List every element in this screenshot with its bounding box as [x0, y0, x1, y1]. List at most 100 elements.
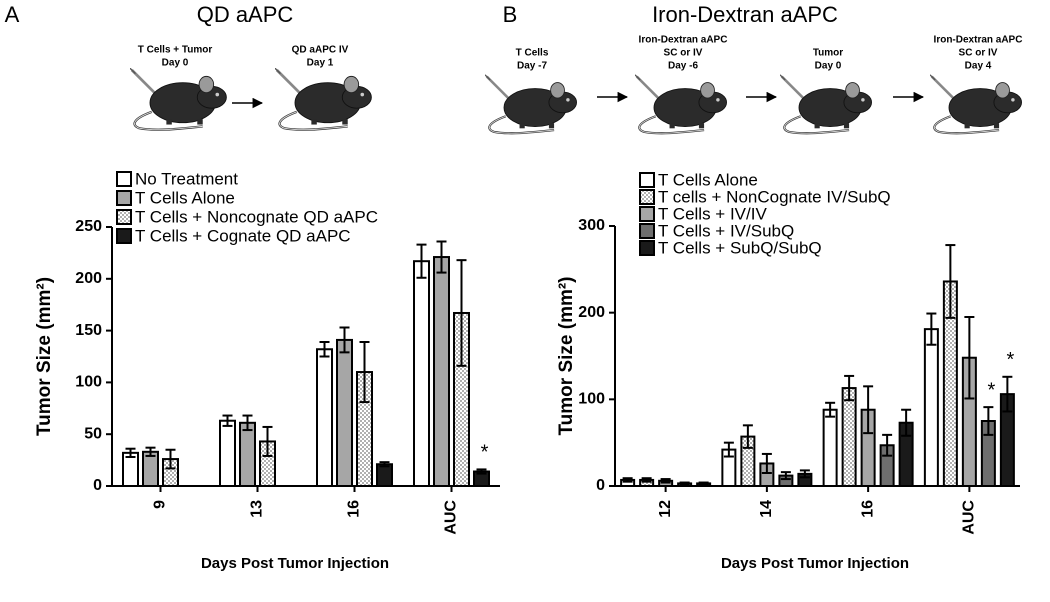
legend-label: T Cells Alone	[658, 170, 758, 189]
error-bar	[339, 326, 350, 354]
chart-title: QD aAPC	[197, 2, 294, 27]
y-tick-label: 100	[75, 374, 102, 391]
legend-label: T Cells + Noncognate QD aAPC	[135, 207, 378, 226]
legend-label: T Cells + SubQ/SubQ	[658, 238, 822, 257]
legend-swatch	[639, 172, 655, 188]
error-bar	[416, 243, 427, 279]
y-tick-label: 300	[578, 217, 605, 234]
y-tick-label: 200	[578, 304, 605, 321]
legend-label: T Cells + IV/IV	[658, 204, 767, 223]
error-bar	[825, 401, 836, 418]
legend-label: T cells + NonCognate IV/SubQ	[658, 187, 891, 206]
y-tick-label: 250	[75, 218, 102, 235]
mouse-icon	[130, 68, 228, 132]
schematic-label: SC or IV	[959, 48, 998, 59]
error-bar	[262, 425, 273, 457]
bar	[841, 387, 857, 488]
x-tick-label: 16	[859, 500, 876, 518]
x-tick-label: 14	[758, 500, 775, 518]
mouse-icon	[930, 74, 1023, 135]
schematic-a	[130, 68, 373, 132]
error-bar	[983, 406, 994, 436]
legend-swatch	[116, 171, 132, 187]
chart-title: Iron-Dextran aAPC	[652, 2, 838, 27]
x-tick-label: AUC	[961, 500, 978, 535]
significance-marker: *	[987, 379, 995, 401]
legend-swatch	[639, 206, 655, 222]
error-bar	[964, 316, 975, 400]
x-tick-label: 16	[346, 500, 363, 518]
mouse-icon	[485, 74, 578, 135]
legend-swatch	[639, 240, 655, 256]
legend-swatch	[639, 189, 655, 205]
error-bar	[660, 478, 671, 484]
y-axis-label: Tumor Size (mm²)	[556, 276, 577, 435]
bar	[336, 338, 353, 488]
bar	[822, 408, 838, 488]
schematic-label: T Cells	[516, 48, 549, 59]
legend-swatch	[116, 190, 132, 206]
error-bar	[679, 481, 690, 486]
bar	[433, 256, 450, 487]
y-tick-label: 200	[75, 270, 102, 287]
error-bar	[761, 452, 772, 474]
schematic-label: Iron-Dextran aAPC	[639, 35, 728, 46]
schematic-label: QD aAPC IV	[292, 45, 349, 56]
error-bar	[698, 481, 709, 486]
schematic-label: T Cells + Tumor	[138, 45, 213, 56]
error-bar	[901, 408, 912, 437]
schematic-label: Iron-Dextran aAPC	[934, 35, 1023, 46]
schematic-label: Day 4	[965, 61, 992, 72]
error-bar	[882, 433, 893, 457]
error-bar	[165, 448, 176, 470]
error-bar	[145, 446, 156, 457]
legend-label: T Cells Alone	[135, 188, 235, 207]
legend-swatch	[116, 209, 132, 225]
error-bar	[125, 447, 136, 458]
error-bar	[844, 374, 855, 402]
panel-label: A	[5, 2, 20, 27]
bar	[923, 328, 939, 487]
x-tick-label: 9	[152, 500, 169, 509]
error-bar	[436, 240, 447, 274]
x-tick-label: 13	[249, 500, 266, 518]
error-bar	[1002, 375, 1013, 413]
y-tick-label: 0	[93, 477, 102, 494]
mouse-icon	[780, 74, 873, 135]
bar	[239, 421, 256, 487]
x-axis-label: Days Post Tumor Injection	[201, 555, 389, 572]
error-bar	[799, 469, 810, 479]
bar	[316, 348, 333, 487]
y-tick-label: 100	[578, 391, 605, 408]
error-bar	[319, 340, 330, 358]
bar	[376, 463, 393, 487]
error-bar	[945, 244, 956, 319]
error-bar	[863, 385, 874, 435]
error-bar	[222, 414, 233, 427]
schematic-label: Day -6	[668, 61, 698, 72]
schematic-label: Tumor	[813, 48, 843, 59]
x-axis-label: Days Post Tumor Injection	[721, 555, 909, 572]
x-tick-label: 12	[657, 500, 674, 518]
y-tick-label: 150	[75, 322, 102, 339]
y-tick-label: 50	[84, 425, 102, 442]
significance-marker: *	[481, 442, 489, 464]
mouse-icon	[275, 68, 373, 132]
legend-label: T Cells + Cognate QD aAPC	[135, 226, 351, 245]
error-bar	[242, 414, 253, 432]
bar	[219, 419, 236, 487]
bar	[413, 260, 430, 487]
schematic-label: Day 0	[815, 61, 842, 72]
legend-swatch	[639, 223, 655, 239]
mouse-icon	[635, 74, 728, 135]
error-bar	[476, 468, 487, 475]
legend-label: T Cells + IV/SubQ	[658, 221, 794, 240]
error-bar	[622, 477, 633, 483]
y-axis-label: Tumor Size (mm²)	[34, 277, 55, 436]
legend-label: No Treatment	[135, 169, 238, 188]
error-bar	[641, 477, 652, 483]
error-bar	[456, 259, 467, 367]
schematic-label: Day 0	[162, 58, 189, 69]
schematic-label: Day 1	[307, 58, 334, 69]
